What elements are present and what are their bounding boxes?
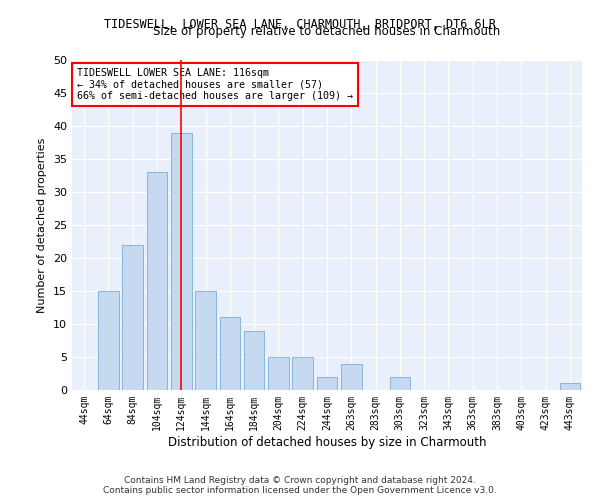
Bar xyxy=(389,377,410,390)
Bar xyxy=(317,377,337,390)
Bar xyxy=(292,357,313,390)
Text: TIDESWELL LOWER SEA LANE: 116sqm
← 34% of detached houses are smaller (57)
66% o: TIDESWELL LOWER SEA LANE: 116sqm ← 34% o… xyxy=(77,68,353,102)
Y-axis label: Number of detached properties: Number of detached properties xyxy=(37,138,47,312)
X-axis label: Distribution of detached houses by size in Charmouth: Distribution of detached houses by size … xyxy=(168,436,486,448)
Bar xyxy=(98,291,119,390)
Text: Contains HM Land Registry data © Crown copyright and database right 2024.
Contai: Contains HM Land Registry data © Crown c… xyxy=(103,476,497,495)
Bar xyxy=(341,364,362,390)
Bar xyxy=(560,384,580,390)
Bar xyxy=(146,172,167,390)
Bar xyxy=(195,291,216,390)
Bar xyxy=(244,330,265,390)
Text: TIDESWELL, LOWER SEA LANE, CHARMOUTH, BRIDPORT, DT6 6LR: TIDESWELL, LOWER SEA LANE, CHARMOUTH, BR… xyxy=(104,18,496,30)
Bar xyxy=(220,318,240,390)
Bar xyxy=(122,245,143,390)
Bar xyxy=(268,357,289,390)
Title: Size of property relative to detached houses in Charmouth: Size of property relative to detached ho… xyxy=(154,25,500,38)
Bar xyxy=(171,132,191,390)
